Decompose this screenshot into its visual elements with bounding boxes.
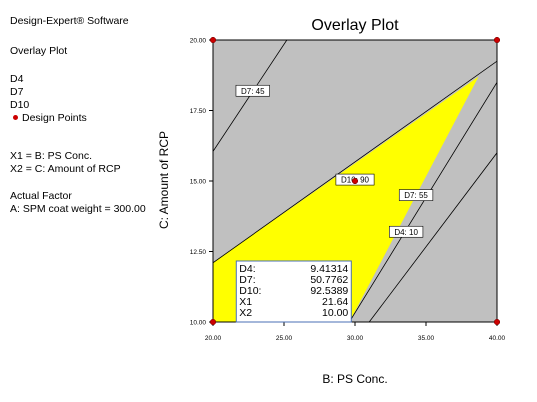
x-tick-label: 20.00 (205, 335, 222, 342)
response-d7: D7 (10, 86, 24, 98)
tooltip-row-value: 9.41314 (310, 263, 348, 275)
tooltip-row-value: 21.64 (322, 296, 348, 308)
tooltip-row-value: 92.5389 (310, 285, 348, 297)
design-points-label: Design Points (22, 112, 87, 124)
y-tick-label: 12.50 (190, 249, 207, 256)
contour-label-box (389, 225, 424, 238)
x-tick-label: 25.00 (276, 335, 293, 342)
tooltip-row-label: D7: (239, 274, 255, 286)
x1-definition: X1 = B: PS Conc. (10, 150, 93, 162)
contour-label: D7: 45 (241, 87, 265, 96)
tooltip-row-label: X1 (239, 296, 252, 308)
x-axis-label: B: PS Conc. (322, 372, 388, 386)
response-d10: D10 (10, 99, 30, 111)
x2-definition: X2 = C: Amount of RCP (10, 163, 121, 175)
plot-type-label: Overlay Plot (10, 45, 68, 57)
y-tick-label: 15.00 (190, 179, 207, 186)
y-tick-label: 17.50 (190, 108, 207, 115)
software-title: Design-Expert® Software (10, 15, 129, 27)
actual-factor-value: A: SPM coat weight = 300.00 (10, 203, 146, 215)
design-point (493, 318, 501, 326)
response-d4: D4 (10, 73, 24, 85)
contour-label-box (235, 84, 270, 97)
tooltip-box (235, 260, 352, 323)
contour-line (213, 60, 497, 264)
tooltip-row-value: 10.00 (322, 307, 348, 319)
y-tick-label: 10.00 (190, 320, 207, 327)
actual-factor-heading: Actual Factor (10, 190, 72, 202)
tooltip-row-label: X2 (239, 307, 252, 319)
contour-label-box (398, 189, 434, 201)
x-tick-label: 30.00 (347, 335, 364, 342)
y-tick-label: 20.00 (190, 38, 207, 45)
x-tick-label: 40.00 (489, 335, 506, 342)
design-point (209, 318, 217, 326)
x-tick-label: 35.00 (418, 335, 435, 342)
design-point (351, 177, 359, 185)
design-point-icon (13, 115, 18, 120)
contour-label: D7: 55 (404, 191, 428, 200)
tooltip-row-label: D10: (239, 285, 261, 297)
chart-title: Overlay Plot (311, 17, 399, 34)
contour-line (348, 82, 497, 322)
design-point (493, 36, 501, 44)
tooltip-row-label: D4: (239, 263, 255, 275)
tooltip-row-value: 50.7762 (310, 274, 348, 286)
contour-label: D4: 10 (394, 228, 418, 237)
contour-line (368, 152, 497, 322)
design-points-legend: Design Points (10, 112, 87, 125)
design-point (209, 36, 217, 44)
